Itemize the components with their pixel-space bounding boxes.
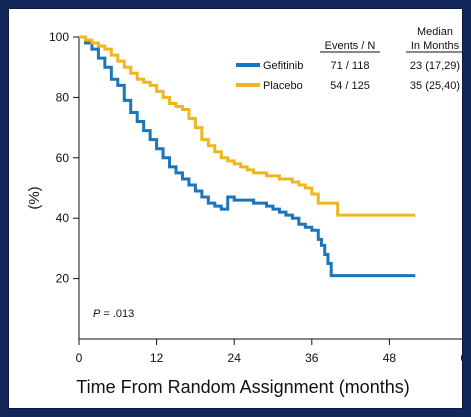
legend-events-gefitinib: 71 / 118 [331, 60, 370, 72]
km-curve-placebo [79, 35, 416, 217]
x-tick-label: 48 [383, 351, 397, 365]
y-tick-label: 40 [56, 211, 70, 225]
legend-median-gefitinib: 23 (17,29) [410, 60, 460, 72]
legend-label-gefitinib: Gefitinib [263, 60, 303, 72]
y-axis-label: (%) [26, 186, 43, 209]
axes [73, 36, 462, 345]
tick-labels: 0 12 24 36 48 60 20 40 60 80 100 [49, 30, 463, 365]
legend-label-placebo: Placebo [263, 80, 303, 92]
x-tick-label: 36 [305, 351, 319, 365]
x-axis-label: Time From Random Assignment (months) [76, 377, 409, 397]
y-tick-label: 60 [56, 151, 70, 165]
x-tick-label: 12 [150, 351, 164, 365]
legend-header-events: Events / N [325, 40, 376, 52]
y-tick-label: 100 [49, 30, 69, 44]
y-tick-label: 80 [56, 90, 70, 104]
p-value-annotation: P = .013 [93, 308, 134, 320]
legend-header-median: Median [417, 26, 453, 38]
legend-header-in-months: In Months [411, 40, 460, 52]
survival-curves [79, 35, 416, 278]
p-value-symbol: P [93, 308, 101, 320]
x-tick-label: 24 [228, 351, 242, 365]
x-tick-label: 0 [76, 351, 83, 365]
legend-events-placebo: 54 / 125 [330, 80, 370, 92]
x-tick-label: 60 [460, 351, 463, 365]
legend: Events / N Median In Months Gefitinib 71… [236, 26, 462, 92]
chart-frame: 0 12 24 36 48 60 20 40 60 80 100 (%) Time From Ran… [8, 8, 463, 409]
p-value-text: = .013 [100, 308, 134, 320]
legend-median-placebo: 35 (25,40) [410, 80, 460, 92]
km-curve-gefitinib [79, 35, 416, 278]
km-chart: 0 12 24 36 48 60 20 40 60 80 100 (%) Time From Ran… [26, 26, 463, 397]
y-tick-label: 20 [56, 272, 70, 286]
